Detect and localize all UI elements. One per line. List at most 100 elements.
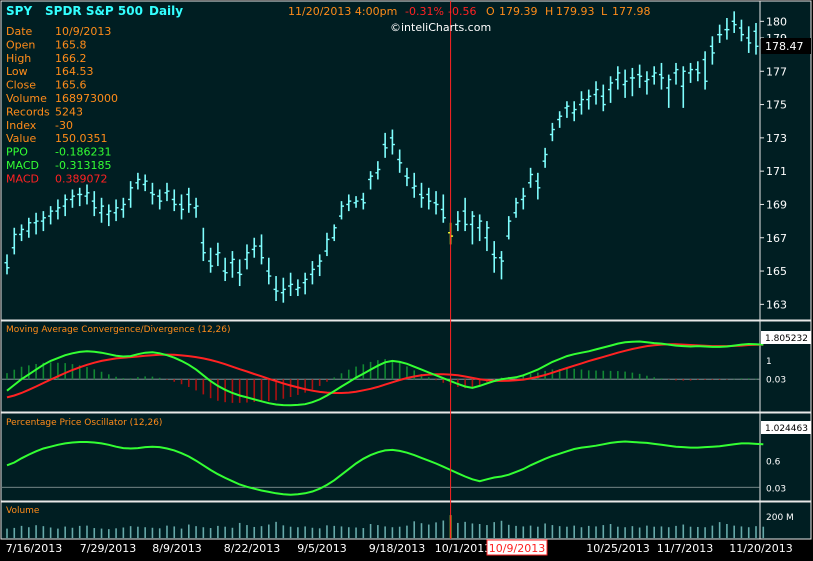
- price-bar: [404, 167, 410, 187]
- info-value: -0.313185: [55, 159, 111, 172]
- info-label: High: [6, 52, 31, 65]
- macd-signal-line: [6, 343, 764, 399]
- price-bar: [353, 196, 359, 208]
- watermark: ©inteliCharts.com: [390, 21, 491, 34]
- last-price: 178.47: [765, 40, 804, 53]
- info-value: 165.6: [55, 79, 87, 92]
- price-bar: [244, 244, 250, 270]
- price-bar: [520, 187, 526, 210]
- info-value: 165.8: [55, 38, 87, 51]
- price-bar: [535, 172, 541, 200]
- price-bar: [171, 189, 177, 212]
- x-axis-labels: 7/16/2013 7/29/2013 8/9/2013 8/22/2013 9/5/2…: [6, 539, 793, 556]
- price-bar: [564, 101, 570, 118]
- macd-tick-label: 0.03: [766, 376, 786, 386]
- x-axis-label-highlight: 10/9/2013: [489, 542, 545, 555]
- info-value: 0.389072: [55, 172, 108, 185]
- price-tick-label: 173: [766, 132, 787, 145]
- price-tick-label: 175: [766, 99, 787, 112]
- price-bar: [324, 232, 330, 257]
- info-label: MACD: [6, 172, 39, 185]
- security-name: SPDR S&P 500: [45, 4, 143, 18]
- price-bar: [702, 51, 708, 90]
- price-bar: [26, 217, 32, 238]
- price-bar: [193, 197, 199, 218]
- price-bar: [113, 199, 119, 222]
- info-label: MACD: [6, 159, 39, 172]
- price-bar: [753, 22, 759, 55]
- price-bar: [738, 19, 744, 42]
- x-axis-label: 11/20/2013: [729, 542, 792, 555]
- info-label: Close: [6, 79, 36, 92]
- price-bar: [433, 191, 439, 215]
- x-axis-label: 7/16/2013: [6, 542, 62, 555]
- price-bar: [48, 206, 54, 225]
- price-tick-label: 167: [766, 232, 787, 245]
- price-bar: [600, 84, 606, 112]
- price-bar: [106, 204, 112, 227]
- price-bar: [360, 192, 366, 210]
- price-bar: [731, 11, 737, 33]
- change-value: -0.56: [448, 5, 476, 18]
- info-label: Volume: [6, 92, 47, 105]
- price-bar: [615, 66, 621, 90]
- price-bar: [157, 189, 163, 210]
- price-bar: [418, 182, 424, 208]
- info-label: Records: [6, 105, 50, 118]
- info-value: 166.2: [55, 52, 87, 65]
- open-value: 179.39: [499, 5, 538, 18]
- price-bar: [375, 161, 381, 180]
- price-bar: [273, 276, 279, 302]
- price-bar: [644, 71, 650, 95]
- price-bar: [651, 66, 657, 85]
- price-bar: [688, 62, 694, 83]
- price-bar: [629, 67, 635, 97]
- ppo-current-value: 1.024463: [765, 424, 808, 434]
- price-bar: [302, 272, 308, 295]
- price-bar: [259, 234, 265, 265]
- price-bar: [382, 132, 388, 158]
- price-bar: [208, 247, 214, 273]
- price-bar: [549, 122, 555, 142]
- low-value: 177.98: [612, 5, 651, 18]
- price-bar: [33, 212, 39, 235]
- last-price-box: [761, 38, 811, 54]
- info-value: 150.0351: [55, 132, 108, 145]
- price-bar: [222, 257, 228, 282]
- price-bar: [346, 194, 352, 212]
- macd-line: [6, 340, 764, 407]
- price-bar: [120, 197, 126, 218]
- x-axis-label: 10/1/2013: [435, 542, 491, 555]
- info-value: -30: [55, 119, 73, 132]
- price-bar: [164, 182, 170, 202]
- highlight-date-box: [486, 539, 548, 556]
- info-label: Index: [6, 119, 37, 132]
- info-value: 164.53: [55, 65, 94, 78]
- info-label: PPO: [6, 146, 28, 159]
- ppo-panel: [0, 412, 812, 502]
- price-tick-label: 163: [766, 298, 787, 311]
- price-bar: [571, 101, 577, 122]
- volume-bars: [6, 515, 765, 538]
- price-tick-label: 180: [766, 15, 787, 28]
- price-tick-label: 169: [766, 198, 787, 211]
- price-bar: [295, 279, 301, 297]
- price-bar: [477, 214, 483, 242]
- price-bar: [586, 89, 592, 110]
- info-value: 168973000: [55, 92, 118, 105]
- volume-tick-label: 200 M: [766, 513, 794, 523]
- price-bar: [440, 194, 446, 223]
- price-panel: [0, 0, 812, 321]
- price-bar: [19, 224, 25, 242]
- price-bar: [506, 216, 512, 240]
- price-bar: [462, 197, 468, 232]
- macd-current-value: 1.805232: [765, 334, 808, 344]
- price-bar: [368, 171, 374, 190]
- price-bar: [186, 187, 192, 213]
- price-bar: [709, 36, 715, 65]
- price-bar: [528, 167, 534, 188]
- price-bar: [658, 62, 664, 90]
- price-bar: [179, 194, 185, 220]
- price-bar: [339, 201, 345, 220]
- price-bar: [746, 26, 752, 53]
